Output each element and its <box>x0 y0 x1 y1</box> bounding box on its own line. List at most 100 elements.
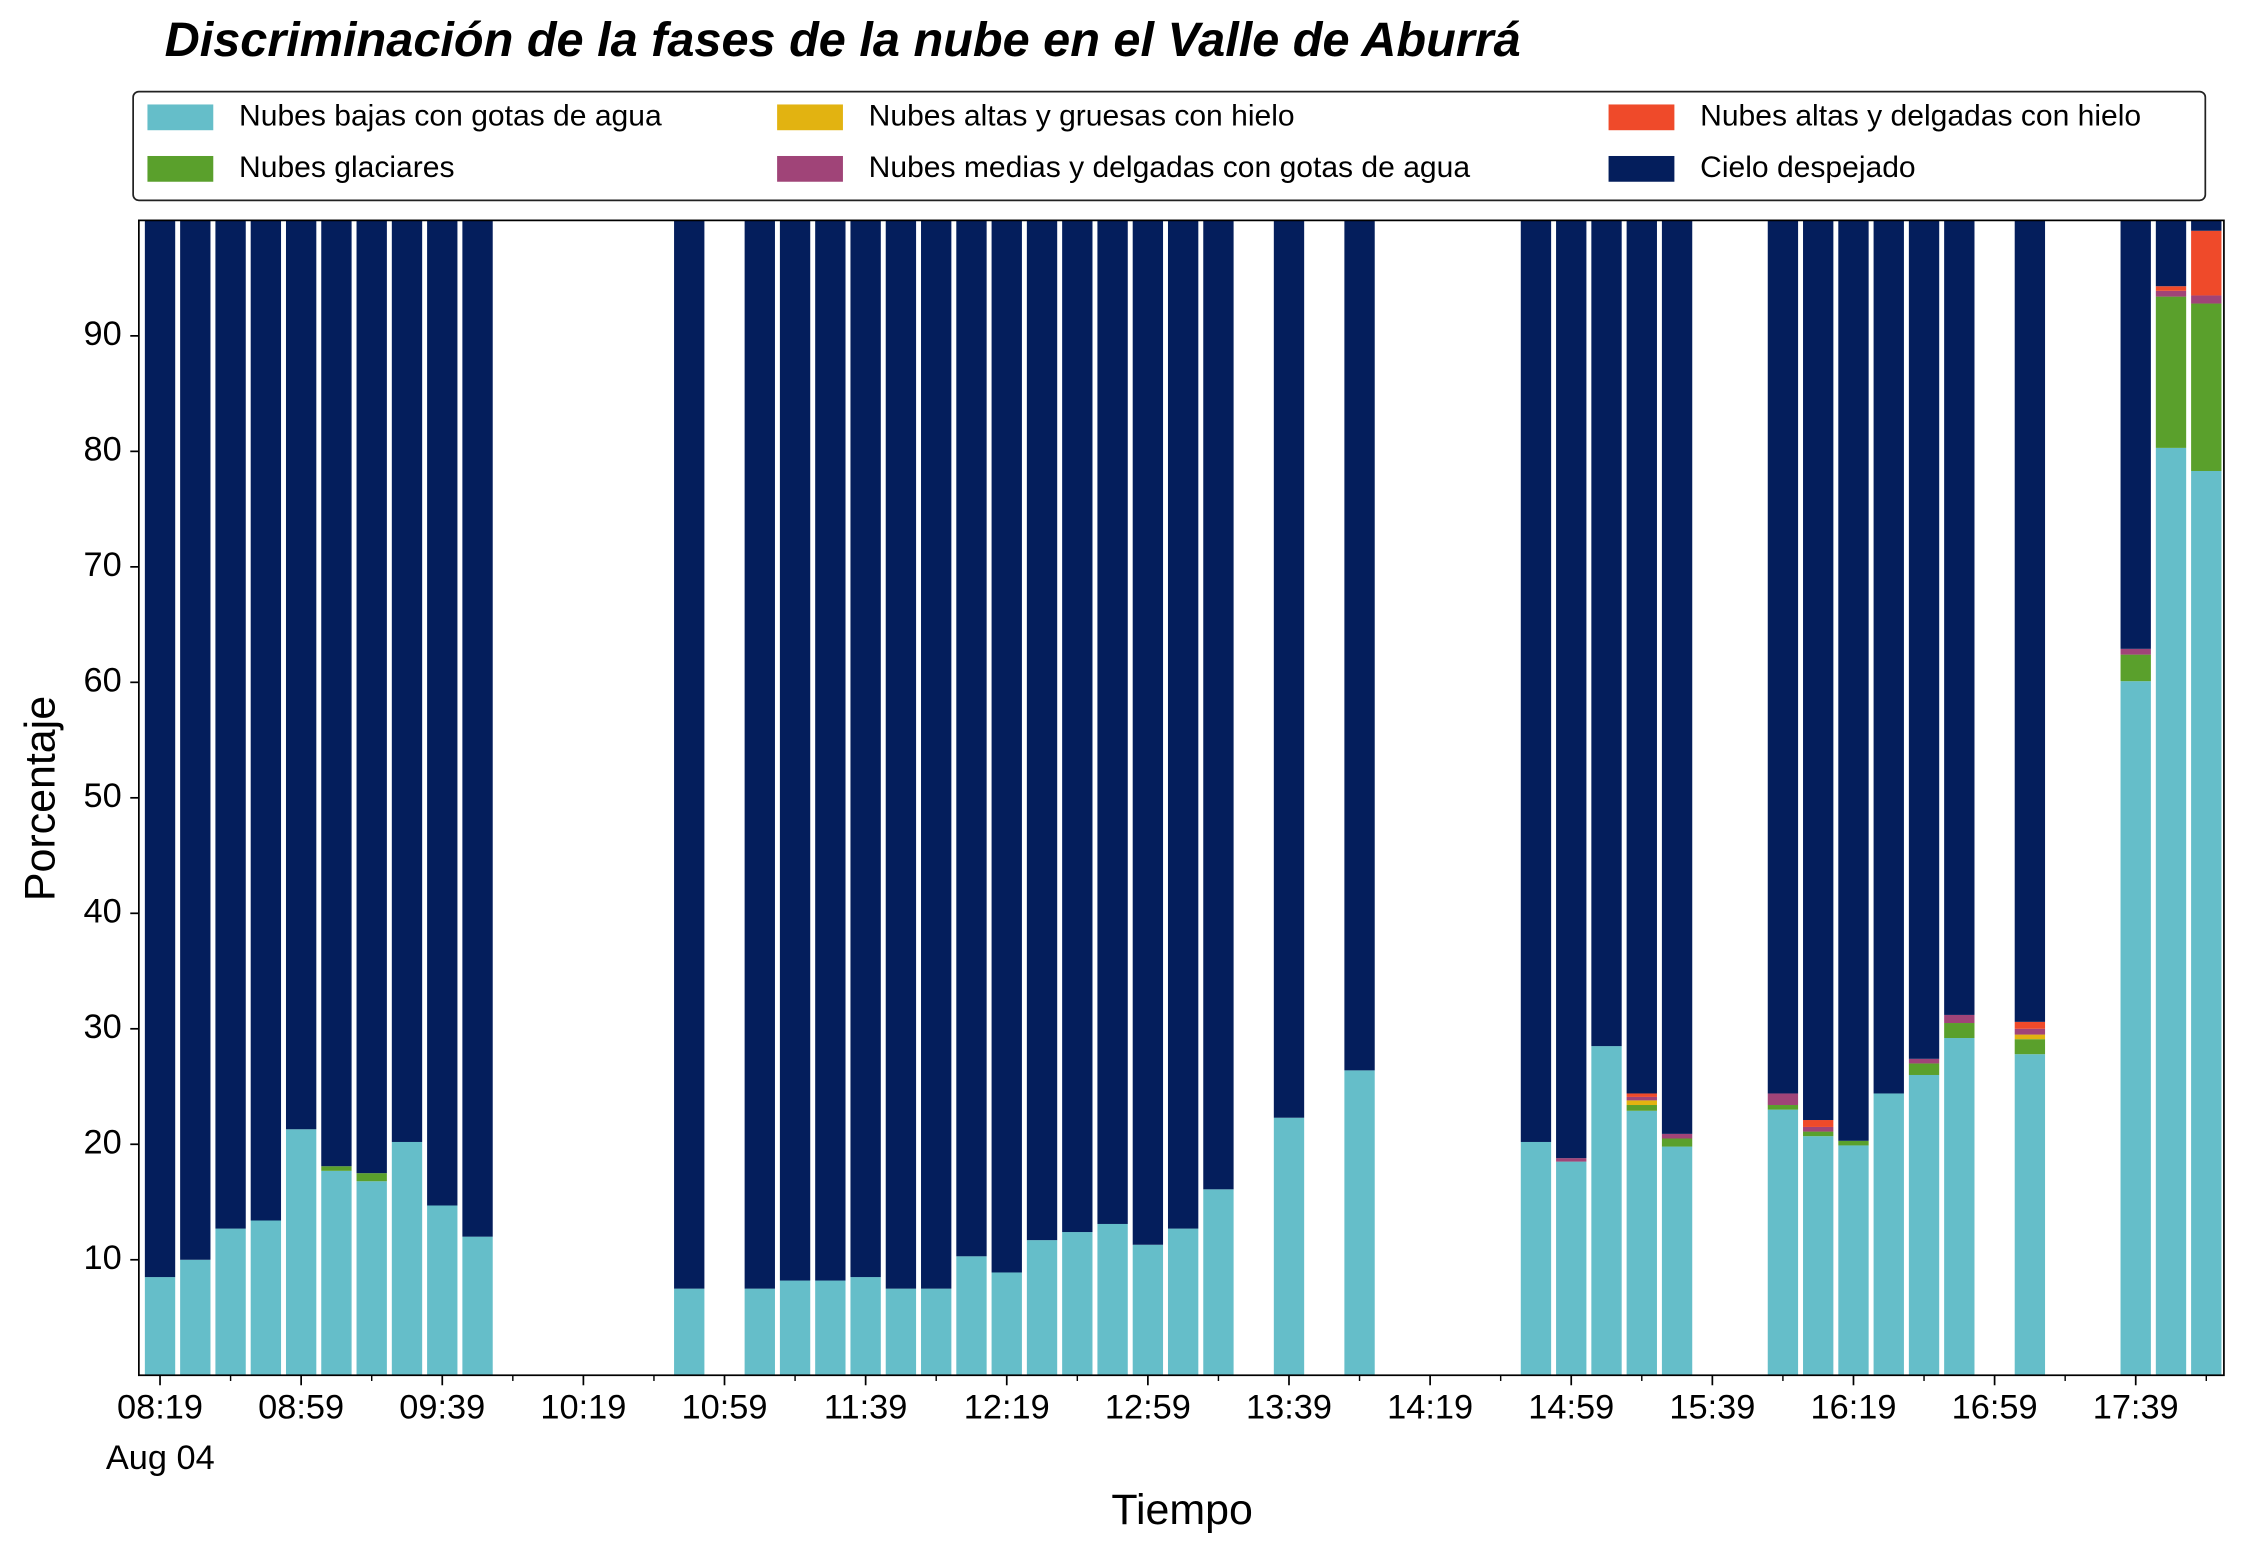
bar-segment <box>462 1236 493 1376</box>
bar-segment <box>1908 220 1940 1059</box>
bar-segment <box>1167 1228 1199 1376</box>
y-axis-label: Porcentaje <box>16 696 64 901</box>
x-tick-label: 13:39 <box>1246 1389 1332 1427</box>
y-tick-label: 40 <box>83 892 121 930</box>
bar-segment <box>1273 220 1305 1118</box>
legend-label: Nubes medias y delgadas con gotas de agu… <box>869 151 1471 184</box>
bar-segment <box>2014 1034 2046 1040</box>
bar-segment <box>180 1259 211 1376</box>
x-tick-label: 15:39 <box>1669 1389 1755 1427</box>
bar-segment <box>1767 1109 1799 1376</box>
chart-title: Discriminación de la fases de la nube en… <box>165 13 1521 67</box>
bar-segment <box>2155 290 2187 297</box>
bar-segment <box>956 220 987 1257</box>
bar-segment <box>1026 1240 1058 1376</box>
legend-label: Nubes bajas con gotas de agua <box>239 99 662 132</box>
bar-segment <box>1097 220 1128 1224</box>
bar-segment <box>2014 1039 2046 1055</box>
x-tick-label: 09:39 <box>399 1389 485 1427</box>
bar-segment <box>1273 1117 1305 1376</box>
bar-segment <box>1767 1093 1799 1106</box>
bar-segment <box>1626 1093 1657 1097</box>
legend-swatch <box>147 104 214 131</box>
bar-segment <box>321 1170 352 1376</box>
bar-segment <box>1944 1014 1975 1024</box>
y-tick-label: 50 <box>83 777 121 815</box>
bar-segment <box>1062 220 1093 1233</box>
bar-segment <box>1626 1100 1657 1106</box>
x-tick-label: 16:19 <box>1811 1389 1897 1427</box>
bar-segment <box>1661 1133 1693 1139</box>
bar-segment <box>321 220 352 1167</box>
bar-segment <box>1803 1131 1834 1137</box>
bar-segment <box>1062 1232 1093 1376</box>
bar-segment <box>1803 1136 1834 1376</box>
bar-segment <box>956 1256 987 1376</box>
bar-segment <box>1520 220 1552 1142</box>
bar-segment <box>885 220 917 1289</box>
bar-segment <box>427 220 458 1206</box>
bar-segment <box>2014 1021 2046 1029</box>
bar-segment <box>1873 220 1904 1094</box>
y-tick-label: 70 <box>83 546 121 584</box>
bar-segment <box>1767 1105 1799 1110</box>
y-tick-label: 90 <box>83 315 121 353</box>
bar-segment <box>1944 1023 1975 1039</box>
bar-segment <box>2120 220 2151 649</box>
x-tick-label: 17:39 <box>2093 1389 2179 1427</box>
bar-segment <box>215 220 246 1229</box>
bar-segment <box>1167 220 1199 1229</box>
bar-segment <box>779 220 811 1281</box>
x-tick-label: 10:59 <box>682 1389 768 1427</box>
bar-segment <box>1556 220 1587 1159</box>
bar-segment <box>250 1220 282 1376</box>
bar-segment <box>1873 1093 1904 1376</box>
bar-segment <box>1344 1070 1375 1376</box>
bar-segment <box>1591 220 1622 1047</box>
bar-segment <box>1838 1140 1869 1146</box>
y-tick-label: 20 <box>83 1123 121 1161</box>
bar-segment <box>2155 286 2187 291</box>
bar-segment <box>744 220 775 1289</box>
bar-segment <box>991 220 1022 1273</box>
bar-segment <box>1661 220 1693 1134</box>
bar-segment <box>815 1280 846 1376</box>
legend-label: Nubes altas y delgadas con hielo <box>1700 99 2141 132</box>
bar-segment <box>285 220 317 1130</box>
bar-segment <box>779 1280 811 1376</box>
bar-segment <box>1556 1158 1587 1162</box>
y-tick-label: 80 <box>83 430 121 468</box>
legend-label: Nubes glaciares <box>239 151 454 184</box>
bar-segment <box>2120 681 2151 1376</box>
bar-segment <box>1908 1058 1940 1064</box>
bar-segment <box>2191 303 2222 471</box>
bar-segment <box>391 1141 423 1376</box>
bar-segment <box>1626 1105 1657 1111</box>
legend-swatch <box>1608 104 1675 131</box>
plot-area <box>144 220 2222 1376</box>
bar-segment <box>1626 220 1657 1094</box>
bar-segment <box>356 1181 387 1376</box>
bar-segment <box>391 220 423 1142</box>
bar-segment <box>1026 220 1058 1241</box>
bar-segment <box>1626 1110 1657 1376</box>
bar-segment <box>1908 1074 1940 1376</box>
bar-segment <box>1767 220 1799 1094</box>
x-tick-label: 14:19 <box>1387 1389 1473 1427</box>
bar-segment <box>674 1288 705 1376</box>
bar-segment <box>1803 1126 1834 1132</box>
x-tick-label: 12:59 <box>1105 1389 1191 1427</box>
bar-segment <box>250 220 282 1221</box>
x-tick-label: 12:19 <box>964 1389 1050 1427</box>
bar-segment <box>1520 1141 1552 1376</box>
y-tick-label: 10 <box>83 1239 121 1277</box>
bar-segment <box>2191 470 2222 1376</box>
bar-segment <box>215 1228 246 1376</box>
bar-segment <box>850 220 881 1278</box>
bar-segment <box>1591 1046 1622 1376</box>
bar-segment <box>1626 1096 1657 1101</box>
bar-segment <box>1203 220 1234 1190</box>
bar-segment <box>2155 220 2187 287</box>
bar-segment <box>180 220 211 1260</box>
